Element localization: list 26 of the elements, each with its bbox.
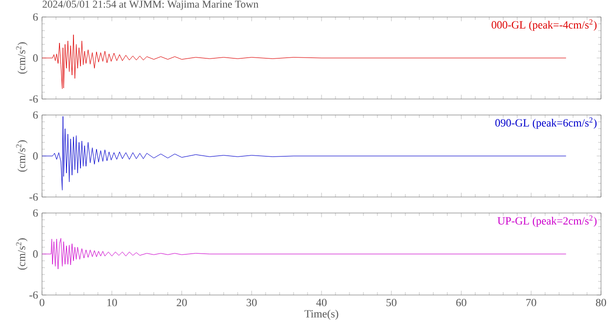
y-tick-label: 6 [33,111,38,119]
text: 000-GL (peak=-4cm/s$^{2}$) [492,19,597,31]
text: UP-GL (peak=2cm/s$^{2}$) [498,215,597,227]
y-axis-title: (cm/s$^{2}$) [16,238,28,270]
y-tick-label: -6 [29,291,38,299]
y-tick-label: -6 [29,95,38,103]
x-tick-label: 30 [246,298,257,306]
x-tick-label: 50 [386,298,396,306]
x-tick-label: 40 [316,298,327,306]
y-axis-title: (cm/s$^{2}$) [16,140,28,172]
text: 090-GL (peak=6cm/s$^{2}$) [495,117,597,129]
chart-title: 2024/05/01 21:54 at WJMM: Wajima Marine Town [42,0,258,10]
x-tick-label: 70 [526,298,536,306]
x-tick-label: 80 [596,298,606,306]
x-tick-label: 0 [40,298,44,306]
x-tick-label: 20 [176,298,187,306]
y-tick-label: 0 [33,54,38,62]
y-axis-title: (cm/s$^{2}$) [16,42,28,74]
x-axis-title: Time(s) [304,310,338,320]
y-tick-label: 6 [33,13,38,21]
x-tick-label: 60 [456,298,466,306]
y-tick-label: 0 [33,250,38,258]
y-tick-label: 0 [33,152,38,160]
x-tick-label: 10 [107,298,117,306]
y-tick-label: 6 [33,209,38,217]
y-tick-label: -6 [29,193,38,201]
